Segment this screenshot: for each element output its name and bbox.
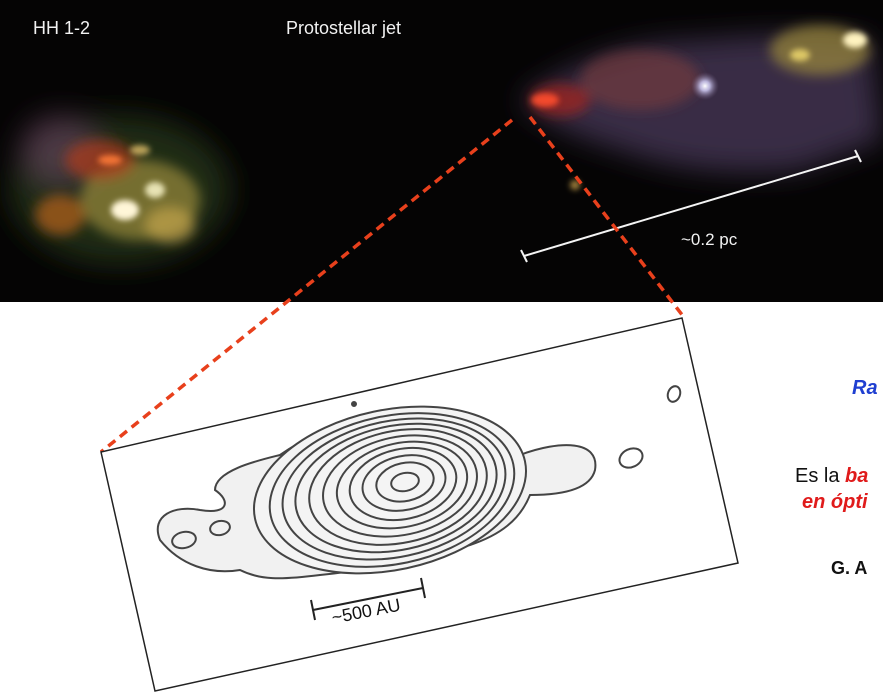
contour-panel <box>101 318 738 691</box>
object-type-label: Protostellar jet <box>286 18 401 39</box>
side-text-line-1: Es la ba <box>795 465 868 488</box>
side-author: G. A <box>831 558 867 579</box>
side-text-line-2: en ópti <box>802 491 868 514</box>
scale-label-pc: ~0.2 pc <box>681 230 737 250</box>
side-text-emphasis: ba <box>845 465 868 487</box>
side-title: Ra <box>852 377 878 400</box>
side-text-prefix: Es la <box>795 465 845 487</box>
object-name-label: HH 1-2 <box>33 18 90 39</box>
